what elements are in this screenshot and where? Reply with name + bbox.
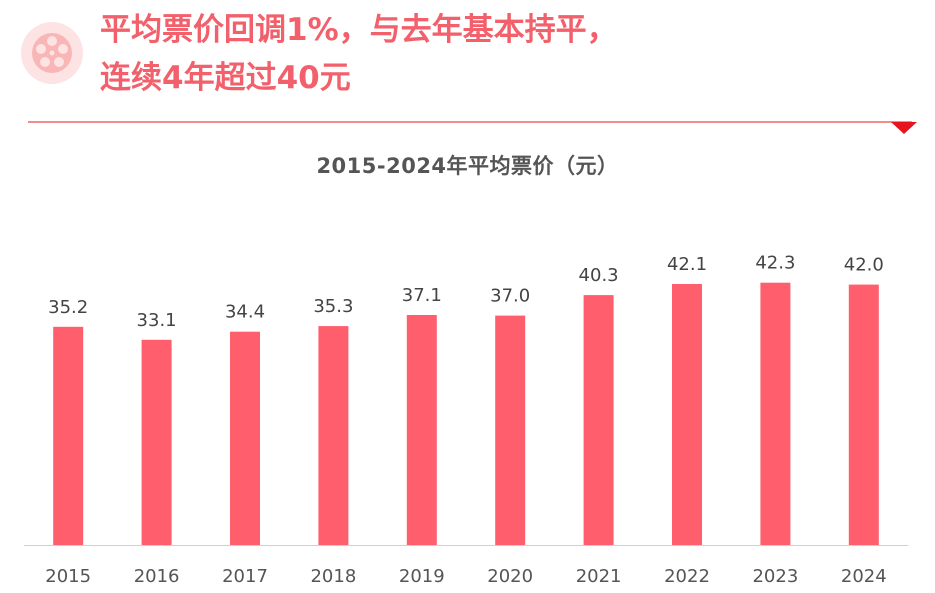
data-label-2022: 42.1 [667, 254, 707, 275]
data-label-2016: 33.1 [137, 310, 177, 331]
headline-line-2: 连续4年超过40元 [100, 60, 351, 96]
x-tick-2019: 2019 [399, 566, 445, 587]
bar-2017 [230, 331, 260, 545]
data-label-2018: 35.3 [313, 296, 353, 317]
bar-2022 [672, 284, 702, 545]
x-tick-2015: 2015 [45, 566, 91, 587]
x-tick-2023: 2023 [752, 566, 798, 587]
data-label-2023: 42.3 [755, 253, 795, 274]
bar-2020 [495, 315, 526, 545]
bar-2016 [141, 339, 172, 545]
data-label-2019: 37.1 [402, 285, 442, 306]
bar-2019 [406, 315, 437, 545]
x-tick-2024: 2024 [841, 566, 887, 587]
data-label-2024: 42.0 [844, 255, 884, 276]
x-tick-2016: 2016 [134, 566, 180, 587]
header-divider [28, 121, 912, 123]
bar-2021 [583, 295, 614, 545]
divider-arrow-icon [891, 122, 917, 134]
data-label-2020: 37.0 [490, 286, 530, 307]
x-tick-2022: 2022 [664, 566, 710, 587]
data-label-2017: 34.4 [225, 302, 265, 323]
data-label-2021: 40.3 [579, 265, 619, 286]
bar-2023 [760, 282, 791, 545]
bar-2018 [318, 326, 349, 545]
x-tick-2021: 2021 [576, 566, 622, 587]
chart-title: 2015-2024年平均票价（元） [316, 154, 619, 178]
bar-2024 [848, 284, 879, 545]
headline: 平均票价回调1%，与去年基本持平， 连续4年超过40元 [100, 6, 920, 102]
bar-2015 [53, 326, 84, 545]
x-tick-2017: 2017 [222, 566, 268, 587]
x-tick-2020: 2020 [487, 566, 533, 587]
headline-line-1: 平均票价回调1%，与去年基本持平， [100, 12, 618, 48]
film-reel-icon [21, 22, 83, 84]
x-tick-2018: 2018 [310, 566, 356, 587]
data-label-2015: 35.2 [48, 297, 88, 318]
